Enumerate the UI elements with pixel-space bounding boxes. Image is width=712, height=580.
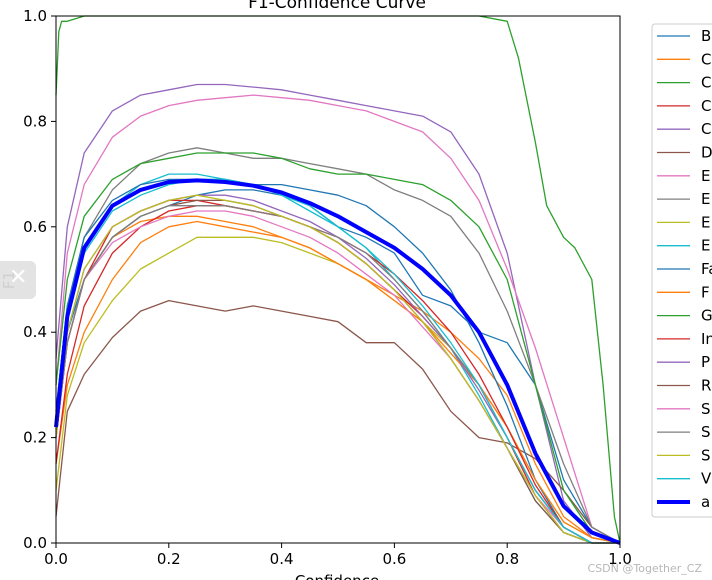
- series-line-19: [55, 178, 620, 544]
- legend-label-1: C: [701, 50, 711, 68]
- y-tick-label: 1.0: [23, 7, 47, 25]
- legend-label-7: E: [701, 190, 710, 208]
- series-line-16: [55, 210, 620, 544]
- close-overlay-button[interactable]: ✕: [0, 261, 36, 299]
- plot-frame: [55, 15, 621, 544]
- x-axis-label: Confidence: [295, 572, 379, 580]
- series-line-3: [55, 199, 620, 544]
- series-line-20: [54, 178, 621, 545]
- y-tick-label: 0.4: [23, 323, 47, 341]
- legend-label-19: V: [701, 470, 712, 488]
- legend: BCCCCDEEEEFaFGInPRSSSVa: [651, 23, 712, 518]
- legend-label-16: S: [701, 400, 711, 418]
- legend-label-6: E: [701, 167, 710, 185]
- x-tick-label: 0.2: [157, 550, 181, 568]
- watermark-text: CSDN @Together_CZ: [587, 562, 702, 575]
- legend-label-14: P: [701, 353, 710, 371]
- x-tick-label: 0.4: [270, 550, 294, 568]
- series-line-10: [55, 178, 620, 544]
- x-tick-label: 0.0: [44, 550, 68, 568]
- x-tick-label: 1.0: [608, 550, 632, 568]
- plot-lines: [54, 15, 621, 545]
- legend-label-20: a: [701, 493, 710, 511]
- legend-label-13: In: [701, 330, 712, 348]
- legend-label-9: E: [701, 237, 710, 255]
- series-line-15: [55, 199, 620, 544]
- legend-label-12: G: [701, 307, 712, 325]
- series-line-11: [55, 215, 621, 544]
- x-ticks: 0.0 0.2 0.4 0.6 0.8 1.0: [44, 543, 632, 568]
- y-tick-label: 0.2: [23, 429, 47, 447]
- series-line-6: [55, 94, 621, 544]
- series-line-13: [55, 205, 620, 544]
- legend-label-2: C: [701, 74, 711, 92]
- x-tick-label: 0.8: [495, 550, 519, 568]
- series-line-17: [55, 205, 620, 544]
- series-line-12: [55, 152, 621, 544]
- close-icon: ✕: [9, 265, 28, 290]
- series-line-9: [55, 173, 620, 544]
- series-line-7: [55, 147, 621, 544]
- legend-label-5: D: [701, 144, 712, 162]
- legend-label-18: S: [701, 446, 711, 464]
- x-tick-label: 0.6: [382, 550, 406, 568]
- series-line-4: [55, 83, 621, 544]
- y-tick-label: 0.6: [23, 218, 47, 236]
- legend-label-8: E: [701, 213, 710, 231]
- legend-label-11: F: [701, 283, 710, 301]
- series-line-5: [55, 299, 621, 544]
- legend-label-17: S: [701, 423, 711, 441]
- legend-box: [651, 23, 712, 518]
- chart-title: F1-Confidence Curve: [248, 0, 426, 13]
- y-tick-label: 0.8: [23, 112, 47, 130]
- legend-label-0: B: [701, 27, 711, 45]
- legend-label-3: C: [701, 97, 711, 115]
- legend-label-10: Fa: [701, 260, 712, 278]
- legend-label-4: C: [701, 120, 711, 138]
- legend-label-15: R: [701, 377, 711, 395]
- y-ticks: 0.0 0.2 0.4 0.6 0.8 1.0: [23, 7, 56, 552]
- series-line-18: [55, 194, 620, 544]
- series-line-8: [55, 236, 621, 544]
- y-tick-label: 0.0: [23, 534, 47, 552]
